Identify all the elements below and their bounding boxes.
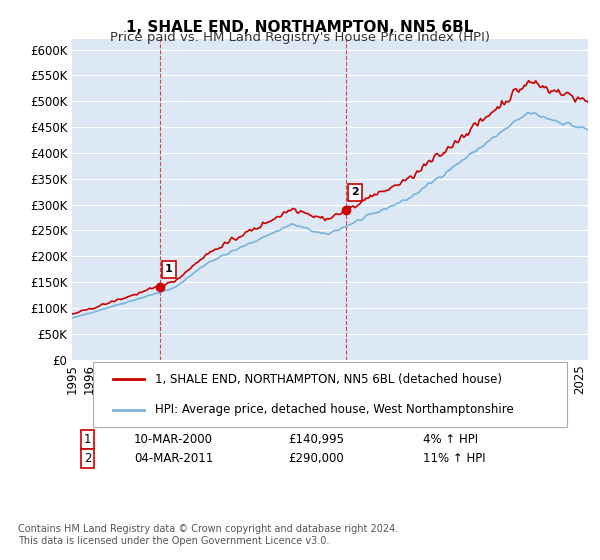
Text: 2: 2 xyxy=(84,452,91,465)
FancyBboxPatch shape xyxy=(92,362,568,427)
Text: 1, SHALE END, NORTHAMPTON, NN5 6BL: 1, SHALE END, NORTHAMPTON, NN5 6BL xyxy=(127,20,473,35)
Text: 4% ↑ HPI: 4% ↑ HPI xyxy=(423,433,478,446)
Text: 10-MAR-2000: 10-MAR-2000 xyxy=(134,433,213,446)
Text: £140,995: £140,995 xyxy=(289,433,345,446)
Text: 04-MAR-2011: 04-MAR-2011 xyxy=(134,452,213,465)
Text: £290,000: £290,000 xyxy=(289,452,344,465)
Text: 1: 1 xyxy=(165,264,173,274)
Text: 1, SHALE END, NORTHAMPTON, NN5 6BL (detached house): 1, SHALE END, NORTHAMPTON, NN5 6BL (deta… xyxy=(155,372,502,386)
Text: HPI: Average price, detached house, West Northamptonshire: HPI: Average price, detached house, West… xyxy=(155,403,514,416)
Text: Price paid vs. HM Land Registry's House Price Index (HPI): Price paid vs. HM Land Registry's House … xyxy=(110,31,490,44)
Text: 1: 1 xyxy=(84,433,91,446)
Text: 2: 2 xyxy=(351,187,359,197)
Text: Contains HM Land Registry data © Crown copyright and database right 2024.
This d: Contains HM Land Registry data © Crown c… xyxy=(18,524,398,546)
Text: 11% ↑ HPI: 11% ↑ HPI xyxy=(423,452,485,465)
